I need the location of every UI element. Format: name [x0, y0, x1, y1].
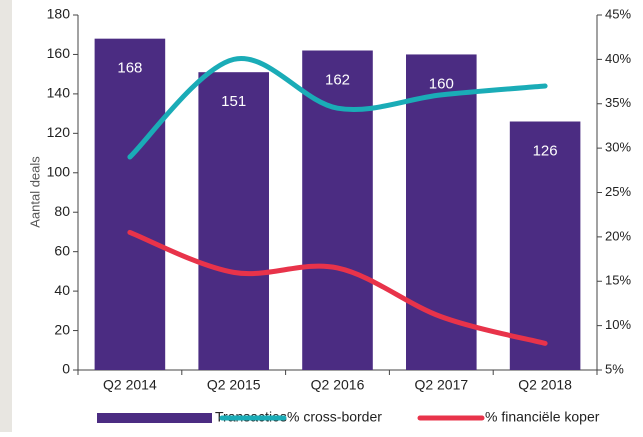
y2-tick-label: 15% [605, 273, 631, 288]
y-tick-label: 120 [47, 124, 71, 140]
bar [302, 50, 373, 370]
line [127, 56, 548, 160]
x-tick-label: Q2 2016 [311, 377, 365, 393]
y2-tick-label: 5% [605, 361, 624, 376]
y2-tick-label: 40% [605, 51, 631, 66]
y-axis-label: Aantal deals [27, 156, 42, 228]
x-tick-label: Q2 2018 [518, 377, 572, 393]
y2-tick-label: 10% [605, 317, 631, 332]
y2-tick-label: 35% [605, 95, 631, 110]
data-label: 168 [117, 60, 142, 77]
side-strip [0, 0, 12, 432]
bar [94, 38, 166, 371]
bar [509, 121, 581, 370]
y-tick-label: 40 [54, 282, 70, 298]
legend-swatch [97, 413, 212, 423]
x-tick-label: Q2 2015 [207, 377, 261, 393]
y2-tick-label: 30% [605, 140, 631, 155]
data-label: 162 [325, 71, 350, 88]
y2-tick-label: 45% [605, 6, 631, 21]
data-label: 160 [429, 75, 454, 92]
y-tick-label: 140 [47, 85, 71, 101]
y-tick-label: 60 [54, 242, 70, 258]
y-tick-label: 0 [62, 361, 70, 377]
data-label: 126 [533, 142, 558, 159]
y-tick-label: 20 [54, 321, 70, 337]
line [127, 229, 548, 346]
y2-tick-label: 20% [605, 228, 631, 243]
x-tick-label: Q2 2014 [103, 377, 157, 393]
legend-label: % financiële koper [485, 409, 600, 425]
data-label: 151 [221, 93, 246, 110]
x-tick-label: Q2 2017 [414, 377, 468, 393]
y-tick-label: 160 [47, 45, 71, 61]
y-tick-label: 100 [47, 163, 71, 179]
y2-tick-label: 25% [605, 184, 631, 199]
y-tick-label: 80 [54, 203, 70, 219]
legend-label: % cross-border [287, 409, 382, 425]
y-tick-label: 180 [47, 6, 71, 22]
bar [198, 72, 269, 370]
